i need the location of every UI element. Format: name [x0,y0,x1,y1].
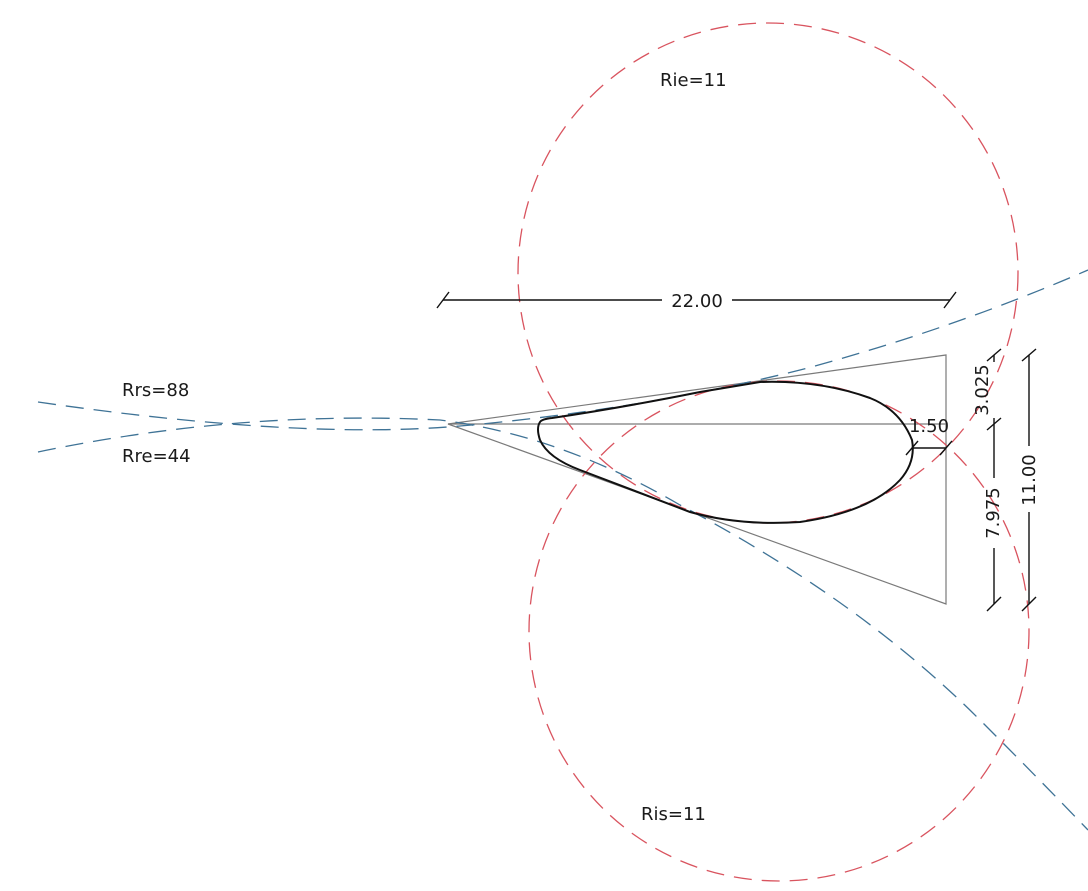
dimension-thickness-label: 1.50 [909,416,949,437]
dimension-width-label: 22.00 [671,291,723,312]
dimension-height-label: 11.00 [1019,454,1040,506]
dimension-thickness [905,440,953,456]
label-rre: Rre=44 [122,446,191,467]
label-rrs: Rrs=88 [122,380,189,401]
blade-profile [537,380,914,524]
red-circles [517,22,1030,882]
dimension-lower [986,424,1002,612]
label-rie: Rie=11 [660,70,727,91]
dimension-width [436,291,957,309]
blue-curves [37,269,1088,831]
curve-rre [37,417,1088,831]
dimension-upper-label: 3.025 [972,364,993,416]
curve-rrs [37,269,1088,431]
dimension-lower-label: 7.975 [983,487,1004,539]
label-ris: Ris=11 [641,804,706,825]
dimension-height [1021,348,1037,612]
circle-ris [528,380,1030,882]
